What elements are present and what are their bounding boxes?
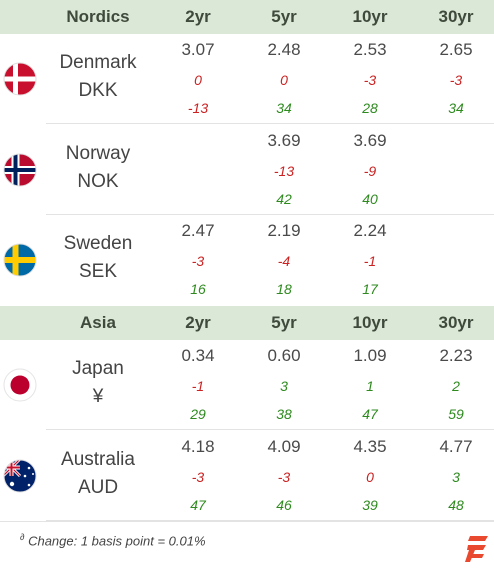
yield-value: 3.07: [181, 40, 215, 59]
daily-change: -3: [277, 469, 291, 485]
row-divider: [46, 214, 494, 215]
table-row: Denmark DKK 3.07 0 -13 2.48 0 34 2.53 -3 28 2.65 -3 3…: [0, 34, 494, 124]
ytd-change: 42: [276, 191, 292, 207]
column-header-30yr: 30yr: [438, 7, 474, 26]
japan-flag-icon: [3, 368, 37, 402]
ytd-change: 29: [190, 406, 206, 422]
table-row: Japan ¥0.34 -1 29 0.60 3 38 1.09 1 47 2.23 2 59: [0, 340, 494, 430]
yield-value: 2.47: [181, 221, 215, 240]
daily-change: 1: [366, 378, 374, 394]
country-name: Norway: [65, 143, 131, 164]
yield-value: 3.69: [353, 131, 387, 150]
denmark-flag-icon: [3, 62, 37, 96]
yield-value: 2.23: [439, 346, 473, 365]
yield-value: 2.53: [353, 40, 387, 59]
yield-value: 4.77: [439, 437, 473, 456]
footnote: ∂ Change: 1 basis point = 0.01%: [20, 532, 206, 548]
country-name: Denmark: [59, 52, 137, 73]
daily-change: -1: [191, 378, 205, 394]
ytd-change: 46: [276, 497, 292, 513]
daily-change: -9: [363, 163, 377, 179]
footnote-text: Change: 1 basis point = 0.01%: [28, 533, 206, 549]
ytd-change: 59: [448, 406, 464, 422]
ytd-change: 47: [362, 406, 378, 422]
currency-code: ¥: [92, 386, 104, 407]
column-header-5yr: 5yr: [271, 7, 297, 26]
yield-value: 3.69: [267, 131, 301, 150]
daily-change: 3: [280, 378, 288, 394]
footnote-marker: ∂: [20, 532, 25, 542]
table-row: Sweden SEK 2.47 -3 16 2.19 -4 18 2.24 -1 17: [0, 215, 494, 305]
yield-value: 4.35: [353, 437, 387, 456]
region-label: Asia: [80, 313, 116, 332]
yield-value: 4.18: [181, 437, 215, 456]
row-divider: [46, 520, 494, 521]
yield-value: 1.09: [353, 346, 387, 365]
ytd-change: 47: [190, 497, 206, 513]
daily-change: 0: [280, 72, 288, 88]
column-header-30yr: 30yr: [438, 313, 474, 332]
yield-value: 2.48: [267, 40, 301, 59]
yield-value: 0.60: [267, 346, 301, 365]
ytd-change: 17: [362, 281, 378, 297]
region-header: Nordics 2yr 5yr 10yr 30yr: [0, 0, 494, 34]
ytd-change: 28: [362, 100, 378, 116]
currency-code: NOK: [77, 171, 119, 192]
australia-flag-icon: [3, 459, 37, 493]
ytd-change: 38: [276, 406, 292, 422]
daily-change: 0: [366, 469, 374, 485]
daily-change: -3: [363, 72, 377, 88]
region-header: Asia 2yr 5yr 10yr 30yr: [0, 306, 494, 340]
ytd-change: -13: [187, 100, 209, 116]
yield-value: 2.19: [267, 221, 301, 240]
table-row: Norway NOK 3.69 -13 42 3.69 -9 40: [0, 125, 494, 215]
yield-value: 0.34: [181, 346, 215, 365]
country-name: Australia: [61, 449, 135, 470]
table-row: Australia AUD 4.18 -3 47 4.09 -3 46 4.35 0 39 4.77 3…: [0, 431, 494, 521]
ytd-change: 39: [362, 497, 378, 513]
ytd-change: 16: [190, 281, 206, 297]
daily-change: -1: [363, 253, 377, 269]
daily-change: -3: [191, 253, 205, 269]
brand-logo-icon: [465, 536, 488, 562]
daily-change: 3: [452, 469, 460, 485]
yield-value: 2.65: [439, 40, 473, 59]
daily-change: -4: [277, 253, 291, 269]
country-name: Sweden: [63, 233, 133, 254]
column-header-2yr: 2yr: [185, 313, 211, 332]
ytd-change: 18: [276, 281, 292, 297]
footer-divider: [0, 521, 494, 522]
currency-code: SEK: [78, 261, 118, 282]
sweden-flag-icon: [3, 243, 37, 277]
column-header-2yr: 2yr: [185, 7, 211, 26]
daily-change: 0: [194, 72, 202, 88]
ytd-change: 34: [276, 100, 292, 116]
currency-code: DKK: [78, 80, 118, 101]
column-header-5yr: 5yr: [271, 313, 297, 332]
daily-change: -13: [273, 163, 295, 179]
country-name: Japan: [72, 358, 124, 379]
row-divider: [46, 429, 494, 430]
norway-flag-icon: [3, 153, 37, 187]
column-header-10yr: 10yr: [352, 7, 388, 26]
column-header-10yr: 10yr: [352, 313, 388, 332]
daily-change: 2: [452, 378, 460, 394]
yield-value: 4.09: [267, 437, 301, 456]
yield-value: 2.24: [353, 221, 387, 240]
region-label: Nordics: [66, 7, 130, 26]
ytd-change: 40: [362, 191, 378, 207]
row-divider: [46, 123, 494, 124]
currency-code: AUD: [77, 477, 119, 498]
daily-change: -3: [191, 469, 205, 485]
ytd-change: 34: [448, 100, 464, 116]
daily-change: -3: [449, 72, 463, 88]
ytd-change: 48: [448, 497, 464, 513]
